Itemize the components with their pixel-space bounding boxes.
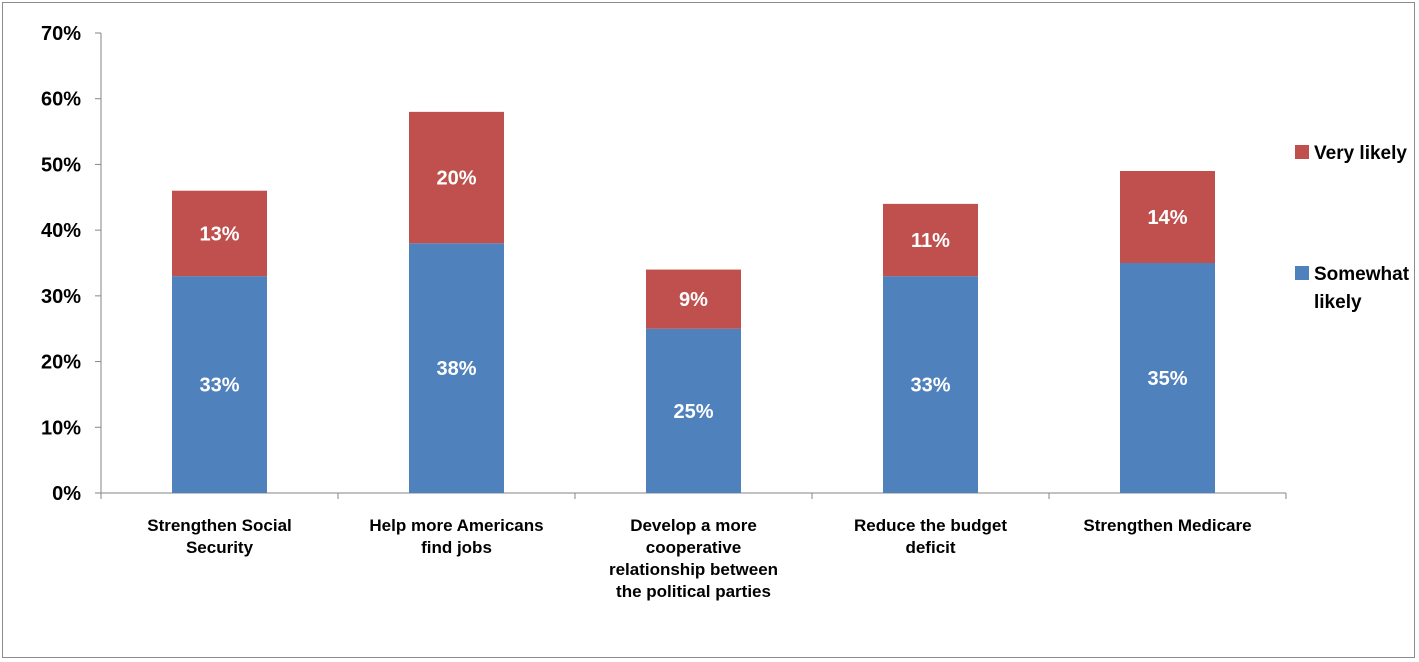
x-category-label-line: cooperative xyxy=(646,538,741,557)
x-category-label-line: Help more Americans xyxy=(369,516,543,535)
legend-label-line: Very likely xyxy=(1314,143,1407,164)
data-label: 38% xyxy=(436,358,476,380)
x-category-label: Strengthen Social Security xyxy=(147,516,292,557)
legend-label-line: likely xyxy=(1314,292,1362,313)
y-tick-label: 50% xyxy=(41,154,81,176)
bar-very-likely xyxy=(1120,171,1215,263)
bar-very-likely xyxy=(646,269,741,329)
x-category-label-line: Security xyxy=(186,538,254,557)
y-tick-label: 60% xyxy=(41,89,81,111)
y-tick-label: 10% xyxy=(41,417,81,439)
data-label: 25% xyxy=(673,401,713,423)
x-category-label-line: Develop a more xyxy=(630,516,757,535)
x-category-label-line: Strengthen Social xyxy=(147,516,292,535)
x-category-label-line: the political parties xyxy=(616,582,771,601)
y-tick-label: 70% xyxy=(41,23,81,45)
legend-swatch-very-likely xyxy=(1295,145,1309,159)
y-tick-label: 40% xyxy=(41,220,81,242)
x-category-label-line: Reduce the budget xyxy=(854,516,1007,535)
bar-very-likely xyxy=(883,203,978,277)
y-tick-label: 30% xyxy=(41,286,81,308)
bar-somewhat-likely xyxy=(883,276,978,493)
x-category-label-line: deficit xyxy=(905,538,955,557)
bar-very-likely xyxy=(409,111,504,244)
y-tick-label: 20% xyxy=(41,352,81,374)
legend-label-somewhat-likely: Somewhat likely xyxy=(1314,264,1410,313)
legend-swatch-somewhat-likely xyxy=(1295,266,1309,280)
data-label: 13% xyxy=(199,223,239,245)
bar-somewhat-likely xyxy=(646,328,741,493)
data-label: 14% xyxy=(1147,207,1187,229)
x-category-label-line: relationship between xyxy=(609,560,778,579)
data-label: 33% xyxy=(910,375,950,397)
data-label: 11% xyxy=(911,230,950,252)
legend-label-very-likely: Very likely xyxy=(1314,143,1407,164)
data-label: 35% xyxy=(1147,368,1187,390)
bar-somewhat-likely xyxy=(172,276,267,493)
x-category-label-line: Strengthen Medicare xyxy=(1083,516,1251,535)
y-tick-label: 0% xyxy=(52,483,81,505)
x-category-label: Reduce the budget deficit xyxy=(854,516,1007,557)
x-category-label: Strengthen Medicare xyxy=(1083,516,1251,535)
x-category-label: Develop a more cooperative relationship be… xyxy=(609,516,778,601)
data-label: 9% xyxy=(679,289,708,311)
data-label: 33% xyxy=(199,375,239,397)
bar-very-likely xyxy=(172,190,267,277)
x-category-label-line: find jobs xyxy=(421,538,492,557)
legend-label-line: Somewhat xyxy=(1314,264,1410,285)
bar-somewhat-likely xyxy=(1120,263,1215,493)
bar-somewhat-likely xyxy=(409,243,504,493)
x-category-label: Help more Americans find jobs xyxy=(369,516,543,557)
data-label: 20% xyxy=(436,168,476,190)
stacked-bar-chart: 0% 10% 20% 30% 40% 50% 60% 70% 33% 13% Strengthen … xyxy=(41,23,1410,601)
